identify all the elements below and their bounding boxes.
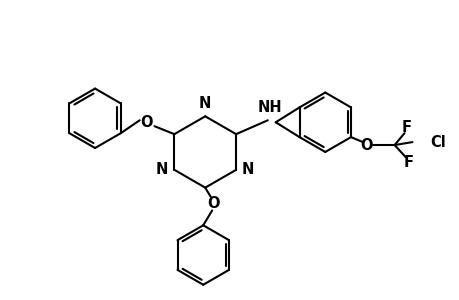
Text: N: N — [156, 162, 168, 177]
Text: O: O — [140, 115, 152, 130]
Text: Cl: Cl — [429, 135, 445, 150]
Text: NH: NH — [257, 100, 281, 115]
Text: N: N — [199, 96, 211, 111]
Text: F: F — [403, 155, 413, 170]
Text: F: F — [401, 120, 411, 135]
Text: N: N — [241, 162, 254, 177]
Text: O: O — [360, 137, 372, 152]
Text: O: O — [207, 196, 219, 211]
